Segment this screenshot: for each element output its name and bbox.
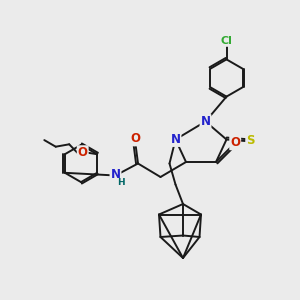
Text: O: O [130,132,141,146]
Text: S: S [246,134,255,148]
Text: H: H [117,178,125,187]
Text: O: O [78,146,88,159]
Text: N: N [110,168,121,182]
Text: N: N [170,133,181,146]
Text: O: O [230,136,240,149]
Text: N: N [200,115,211,128]
Text: Cl: Cl [220,36,232,46]
